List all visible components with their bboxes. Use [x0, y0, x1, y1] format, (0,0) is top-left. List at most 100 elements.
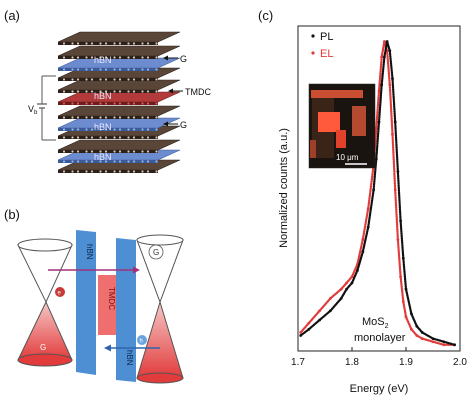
atom-dot: [104, 128, 108, 131]
atom-dot: [104, 68, 108, 71]
label-hbn-left: hBN: [85, 244, 94, 260]
data-point-pl: [404, 287, 408, 291]
atom-dot: [85, 90, 88, 93]
plot-frame: [297, 25, 461, 352]
x-ticks: 1.7 1.8 1.9 2.0: [291, 347, 467, 368]
atom-dot: [85, 170, 88, 173]
data-point-pl: [345, 287, 348, 291]
atom-dot: [71, 56, 74, 59]
atom-dot: [141, 56, 144, 59]
data-point-pl: [388, 49, 392, 53]
data-point-pl: [396, 170, 400, 173]
atom-dot: [155, 90, 158, 93]
label-tmdc: TMDC: [185, 87, 211, 97]
g-bottom-arrow: [163, 121, 178, 127]
atom-dot: [118, 102, 122, 105]
atom-dot: [99, 170, 102, 173]
atom-dot: [132, 56, 136, 59]
panel-label-b: (b): [4, 207, 20, 222]
atom-dot: [127, 68, 130, 71]
atom-dot: [85, 128, 88, 131]
layer-edge: [58, 68, 158, 71]
atom-dot: [76, 136, 80, 139]
data-point-pl: [385, 40, 389, 43]
hbn-layer: [57, 105, 181, 117]
tmdc-arrow: [168, 88, 183, 94]
atom-dot: [71, 160, 74, 163]
data-point-el: [388, 83, 392, 87]
atom-dot: [90, 90, 94, 93]
data-point-pl: [356, 269, 359, 272]
atom-dot: [127, 78, 130, 81]
g-top-arrow: [163, 55, 178, 61]
atom-dot: [113, 160, 116, 163]
graphene-cone-left: [17, 238, 73, 367]
data-point-pl: [299, 334, 303, 337]
data-point-pl: [391, 77, 394, 81]
atom-dot: [118, 42, 122, 45]
data-point-pl: [374, 157, 378, 161]
atom-dot: [127, 128, 130, 131]
atom-dot: [90, 56, 94, 59]
atom-dot: [71, 116, 74, 119]
layer-edge: [58, 128, 158, 131]
atom-dot: [76, 128, 80, 131]
atom-dot: [118, 90, 122, 93]
atom-dot: [71, 68, 74, 71]
atom-dot: [132, 42, 136, 45]
hole-label: h: [140, 339, 143, 345]
label-g-left: G: [40, 343, 46, 352]
data-point-el: [420, 337, 424, 341]
atom-dot: [155, 42, 158, 45]
data-point-pl: [307, 327, 311, 331]
data-point-el: [377, 89, 381, 93]
legend: PL EL: [311, 31, 333, 60]
layer-edge: [58, 90, 158, 93]
data-point-el: [380, 55, 384, 59]
data-point-el: [329, 296, 332, 300]
atom-dot: [62, 78, 66, 81]
atom-dot: [132, 78, 136, 81]
atom-dot: [146, 116, 150, 119]
atom-dot: [132, 128, 136, 131]
data-point-pl: [372, 188, 375, 192]
layer-edge: [58, 102, 158, 105]
data-point-el: [393, 188, 397, 192]
data-point-el: [339, 287, 343, 291]
atom-dot: [155, 136, 158, 139]
atom-dot: [141, 78, 144, 81]
atom-dot: [132, 116, 136, 119]
atom-dot: [85, 150, 88, 153]
data-point-el: [404, 315, 408, 319]
data-point-el: [410, 327, 413, 331]
atom-dot: [99, 78, 102, 81]
data-point-pl: [399, 219, 402, 223]
atom-dot: [62, 170, 66, 173]
atom-dot: [155, 116, 158, 119]
data-point-pl: [380, 83, 384, 87]
atom-dot: [127, 170, 130, 173]
hbn-layer: [57, 79, 181, 91]
atom-dot: [90, 42, 94, 45]
atom-dot: [99, 128, 102, 131]
atom-dot: [99, 136, 102, 139]
atom-dot: [90, 136, 94, 139]
data-point-pl: [415, 324, 419, 328]
atom-dot: [132, 136, 136, 139]
atom-dot: [141, 150, 144, 153]
atom-dot: [155, 170, 158, 173]
atom-dot: [71, 128, 74, 131]
atom-dot: [71, 170, 74, 173]
atom-dot: [141, 160, 144, 163]
atom-dot: [62, 56, 66, 59]
atom-dot: [99, 116, 102, 119]
atom-dot: [127, 150, 130, 153]
atom-dot: [62, 102, 66, 105]
atom-dot: [71, 78, 74, 81]
annotation-mos2: MoS2: [362, 316, 389, 330]
atom-dot: [127, 160, 130, 163]
hole-arrow: [104, 344, 160, 352]
atom-dot: [118, 68, 122, 71]
atom-dot: [76, 68, 80, 71]
